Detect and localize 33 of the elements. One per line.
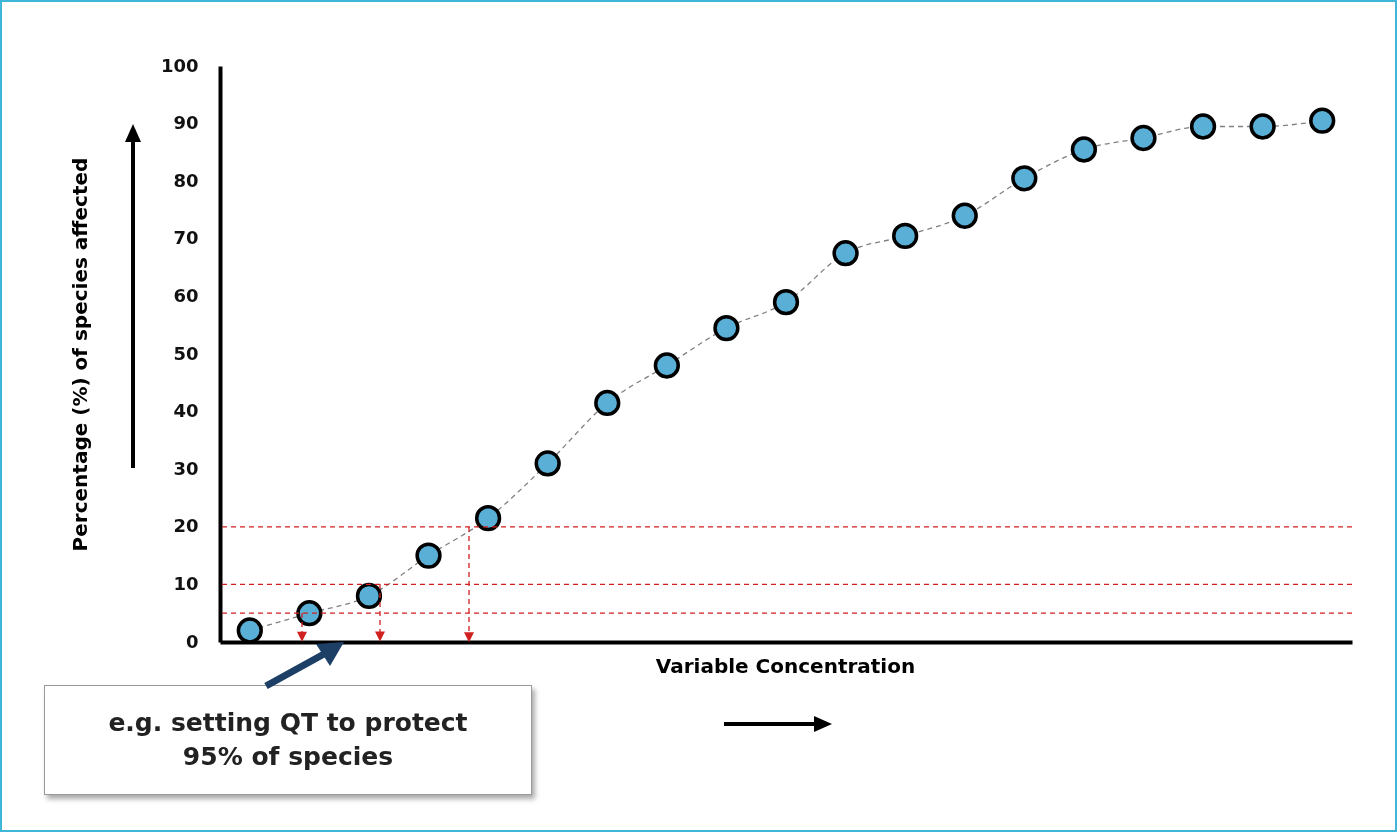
x-axis-title: Variable Concentration (655, 653, 916, 678)
point (1189, 113, 1217, 140)
y-tick-label: 100 (160, 54, 199, 76)
y-tick-label: 70 (173, 227, 199, 249)
y-axis-title: Percentage (%) of species affected (67, 157, 92, 552)
point (713, 314, 740, 342)
point (236, 617, 263, 644)
point (355, 582, 383, 610)
y-tick-label: 10 (173, 572, 199, 594)
y-tick-label: 40 (173, 400, 199, 422)
point (415, 542, 442, 569)
y-tick-label: 80 (173, 169, 199, 191)
point (534, 450, 561, 477)
y-tick-label: 90 (173, 112, 199, 134)
point (1130, 124, 1157, 152)
point (653, 352, 680, 379)
point (1011, 165, 1038, 192)
y-tick-label: 50 (173, 342, 199, 364)
point (474, 505, 502, 532)
point (296, 600, 323, 627)
point (1070, 136, 1098, 163)
point (1249, 113, 1276, 140)
text: e.g. setting QT to protect 95% of species (44, 685, 532, 795)
point (951, 202, 978, 229)
y-tick-label: 20 (173, 515, 199, 537)
point (1309, 107, 1336, 134)
point (772, 289, 800, 316)
y-tick-label: 60 (173, 284, 199, 306)
point (892, 222, 919, 250)
y-tick-label: 30 (173, 457, 199, 479)
y-tick-label: 0 (185, 630, 199, 652)
point (832, 240, 859, 267)
point (594, 389, 621, 417)
